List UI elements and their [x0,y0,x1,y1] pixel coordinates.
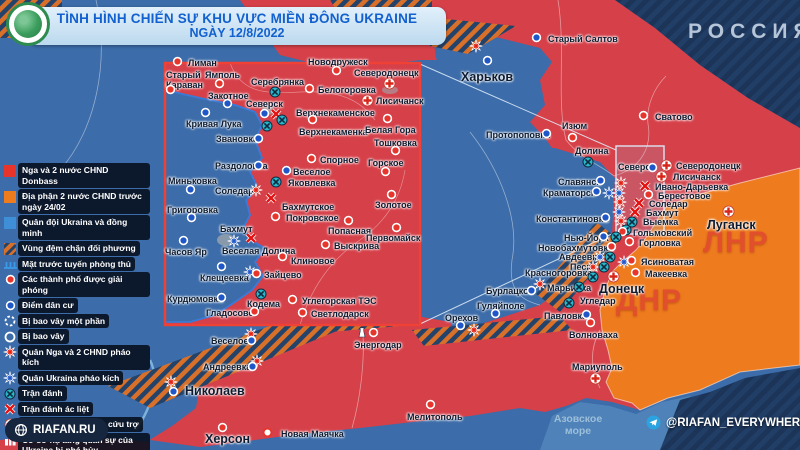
legend: Nga và 2 nước CHND Donbass Địa phận 2 nướ… [2,163,154,450]
legend-ablue-icon [2,371,18,385]
map-title: TÌNH HÌNH CHIẾN SỰ KHU VỰC MIỀN ĐÔNG UKR… [56,11,418,26]
legend-item: Quân Ukraina pháo kích [2,370,154,385]
legend-item: Mặt trước tuyến phòng thủ [2,256,154,271]
telegram-icon [646,415,661,430]
legend-sq-blue-icon [2,216,18,229]
legend-label: Vùng đệm chặn đối phương [18,241,140,256]
legend-item: Trận đánh ác liệt [2,401,154,416]
legend-label: Quân Ukraina pháo kích [18,370,124,385]
legend-item: Địa phận 2 nước CHND trước ngày 24/02 [2,189,154,214]
legend-ring-icon [2,330,18,343]
legend-ared-icon [2,345,18,359]
telegram-label: @RIAFAN_EVERYWHERE [666,416,800,429]
legend-item: Nga và 2 nước CHND Donbass [2,163,154,188]
legend-blue-icon [2,299,18,312]
legend-sq-hatch-icon [2,242,18,255]
website-label: RIAFAN.RU [33,424,96,436]
legend-sq-orange-icon [2,190,18,203]
legend-label: Quân đội Ukraina và đồng minh [18,215,150,240]
globe-icon [14,10,42,38]
legend-label: Bị bao vây [18,329,69,344]
legend-item: Quân đội Ukraina và đồng minh [2,215,154,240]
legend-label: Trận đánh ác liệt [18,401,94,416]
legend-label: Quân Nga và 2 CHND pháo kích [18,344,150,370]
legend-red-icon [2,273,18,286]
legend-infra-icon [2,434,18,447]
legend-item: Trận đánh [2,386,154,401]
legend-item: Bị bao vây [2,329,154,344]
legend-label: Nga và 2 nước CHND Donbass [18,163,150,188]
map-date: NGÀY 12/8/2022 [189,26,285,40]
title-bar: TÌNH HÌNH CHIẾN SỰ KHU VỰC MIỀN ĐÔNG UKR… [28,7,446,45]
legend-label: Bị bao vây một phần [18,313,110,328]
legend-item: Điểm dân cư [2,298,154,313]
globe-outline-icon [14,423,28,437]
legend-fierce-icon [2,403,18,416]
legend-frontline-icon [2,258,18,271]
legend-label: Trận đánh [18,386,67,401]
legend-ring-dash-icon [2,315,18,328]
legend-item: Quân Nga và 2 CHND pháo kích [2,344,154,370]
legend-label: Địa phận 2 nước CHND trước ngày 24/02 [18,189,150,214]
legend-item: Bị bao vây một phần [2,313,154,328]
legend-label: Các thành phố được giải phóng [18,272,150,297]
telegram-handle[interactable]: @RIAFAN_EVERYWHERE [646,415,800,430]
legend-item: Vùng đệm chặn đối phương [2,241,154,256]
website-badge[interactable]: RIAFAN.RU [5,418,108,442]
inset-box [163,61,422,327]
legend-item: Các thành phố được giải phóng [2,272,154,297]
agency-logo [6,2,50,46]
legend-label: Điểm dân cư [18,298,78,313]
legend-battle-icon [2,387,18,400]
legend-sq-red-icon [2,164,18,177]
legend-label: Mặt trước tuyến phòng thủ [18,256,135,271]
